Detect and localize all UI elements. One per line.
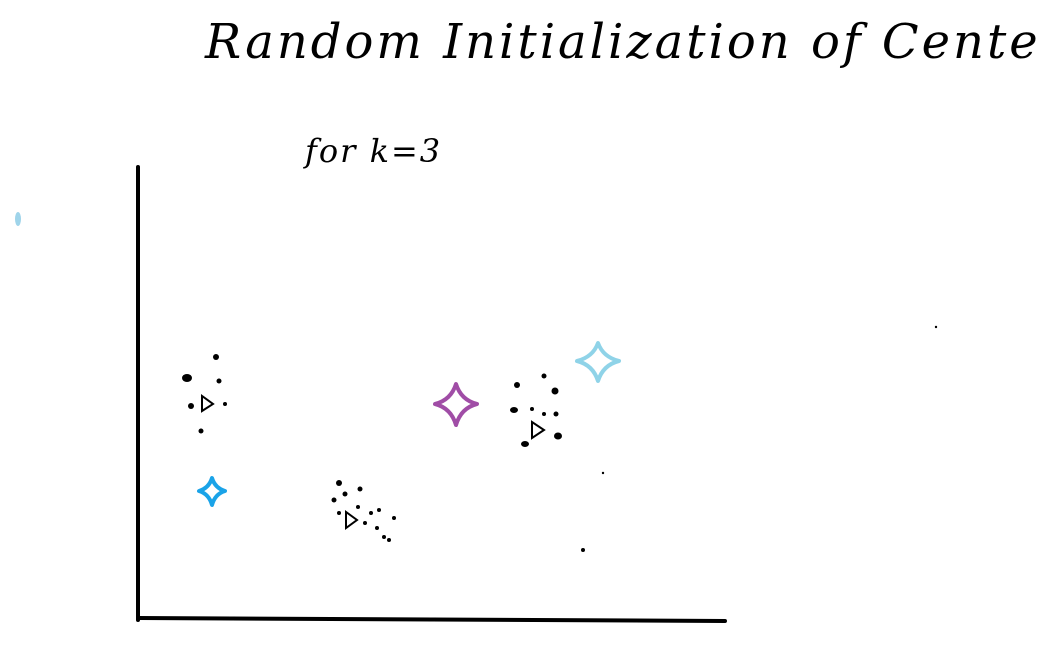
data-point (188, 403, 194, 409)
data-point (213, 354, 219, 360)
data-point (554, 432, 562, 440)
data-point (357, 486, 363, 492)
data-point (387, 538, 391, 542)
data-point (223, 402, 227, 406)
x-axis (136, 616, 727, 623)
data-point (377, 508, 381, 512)
cluster-left (182, 354, 227, 434)
cluster-centroid-icon (345, 510, 359, 530)
speck (581, 548, 585, 552)
cluster-right (510, 373, 562, 447)
random-center-3-star-icon (575, 341, 621, 383)
data-point (337, 511, 341, 515)
data-point (369, 511, 373, 515)
data-point (382, 535, 386, 539)
diagram-subtitle: for k=3 (303, 132, 442, 170)
random-center-2-star-icon (433, 382, 479, 427)
speck (601, 471, 605, 475)
data-point (363, 521, 367, 525)
data-point (521, 441, 529, 447)
cluster-bottom (331, 480, 396, 542)
data-point (216, 378, 222, 384)
data-point (553, 411, 559, 417)
data-point (182, 374, 192, 382)
data-point (356, 505, 360, 509)
data-point (331, 497, 337, 503)
data-point (336, 480, 342, 486)
cluster-centroid-icon (201, 394, 215, 413)
data-point (342, 491, 348, 497)
data-point (541, 373, 547, 379)
data-point (392, 516, 396, 520)
data-point (530, 407, 534, 411)
data-point (551, 387, 559, 395)
data-point (514, 382, 520, 388)
data-point (375, 526, 379, 530)
stray-mark (15, 212, 21, 226)
data-point (542, 412, 546, 416)
data-point (510, 407, 518, 413)
data-point (198, 428, 204, 434)
cluster-centroid-icon (531, 420, 546, 440)
random-center-1-star-icon (197, 476, 227, 507)
diagram-title: Random Initialization of Centers (204, 14, 1042, 70)
speck (934, 325, 938, 329)
